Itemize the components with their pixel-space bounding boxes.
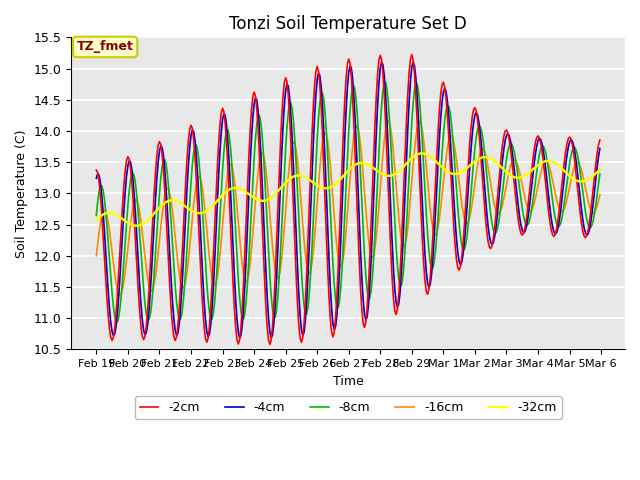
Line: -8cm: -8cm <box>97 82 600 322</box>
X-axis label: Time: Time <box>333 374 364 387</box>
Line: -32cm: -32cm <box>97 154 600 226</box>
Line: -2cm: -2cm <box>97 55 600 345</box>
Line: -16cm: -16cm <box>97 120 600 295</box>
Text: TZ_fmet: TZ_fmet <box>77 40 134 53</box>
Legend: -2cm, -4cm, -8cm, -16cm, -32cm: -2cm, -4cm, -8cm, -16cm, -32cm <box>134 396 562 419</box>
Line: -4cm: -4cm <box>97 62 600 338</box>
Title: Tonzi Soil Temperature Set D: Tonzi Soil Temperature Set D <box>229 15 467 33</box>
Y-axis label: Soil Temperature (C): Soil Temperature (C) <box>15 129 28 258</box>
